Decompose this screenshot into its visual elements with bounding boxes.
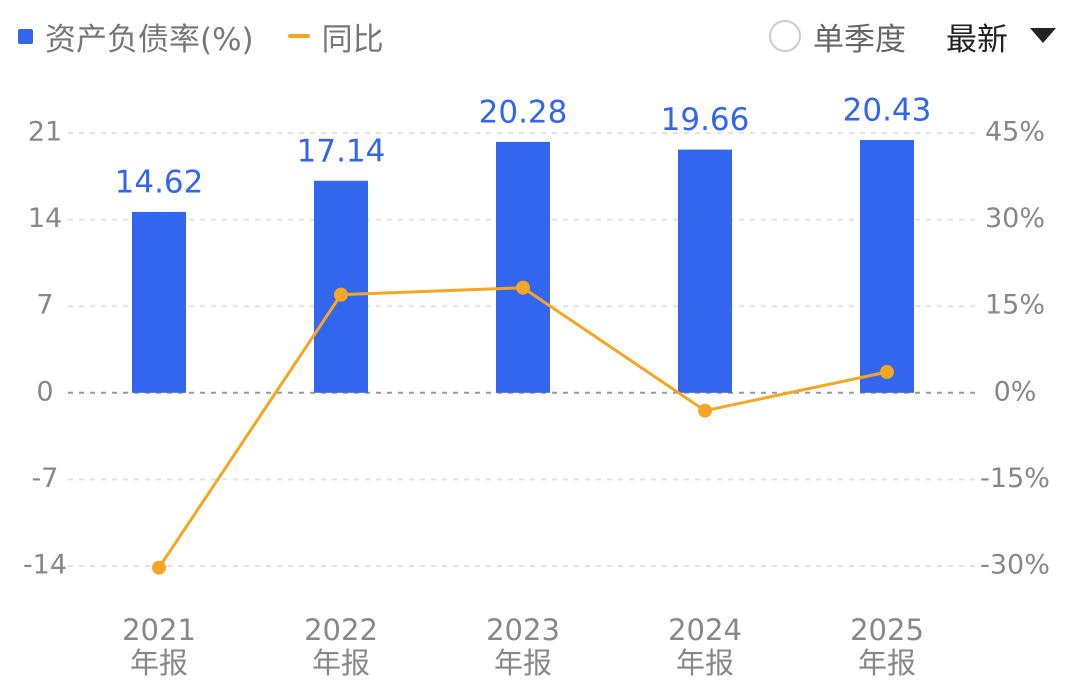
bar — [678, 149, 732, 393]
data-label: 20.28 — [479, 94, 568, 130]
x-tick-label: 2025 年报 — [850, 613, 924, 680]
y-tick-label: 21 — [28, 117, 62, 148]
y-tick-label: -7 — [32, 463, 59, 494]
controls: 单季度 最新 — [769, 14, 1056, 58]
y-tick-label: 0 — [36, 376, 53, 407]
bar — [132, 211, 186, 393]
y-tick-label: 7 — [36, 290, 53, 321]
x-tick-label: 2024 年报 — [668, 613, 742, 680]
point — [516, 280, 530, 295]
sort-dropdown[interactable]: 最新 — [946, 21, 1008, 58]
legend-label: 同比 — [321, 21, 384, 58]
legend-swatch — [18, 28, 33, 44]
y2-tick-label: 15% — [985, 290, 1045, 321]
y2-tick-label: 45% — [985, 117, 1045, 148]
legend: 资产负债率(%) 同比 — [18, 14, 384, 58]
data-label: 17.14 — [297, 133, 386, 169]
data-label: 14.62 — [115, 164, 204, 200]
legend-swatch — [287, 34, 310, 38]
radio[interactable] — [769, 20, 801, 52]
x-tick-label: 2022 年报 — [304, 613, 378, 680]
y-tick-label: -14 — [23, 550, 67, 581]
x-tick-label: 2021 年报 — [122, 613, 196, 680]
point — [152, 560, 166, 575]
dropdown-arrow[interactable] — [1030, 28, 1056, 44]
point — [880, 365, 894, 380]
data-label: 20.43 — [843, 93, 932, 129]
y2-tick-label: -30% — [980, 550, 1050, 581]
y2-tick-label: 30% — [985, 203, 1045, 234]
y-tick-label: 14 — [28, 203, 62, 234]
x-tick-label: 2023 年报 — [486, 613, 560, 680]
y2-tick-label: -15% — [980, 463, 1050, 494]
legend-label: 资产负债率(%) — [45, 21, 254, 58]
point — [698, 403, 712, 418]
bar — [314, 180, 368, 393]
bar — [496, 141, 550, 393]
bar — [860, 140, 914, 393]
period-toggle[interactable]: 单季度 — [813, 21, 906, 58]
point — [334, 287, 348, 302]
data-label: 19.66 — [661, 102, 750, 138]
y2-tick-label: 0% — [994, 376, 1037, 407]
